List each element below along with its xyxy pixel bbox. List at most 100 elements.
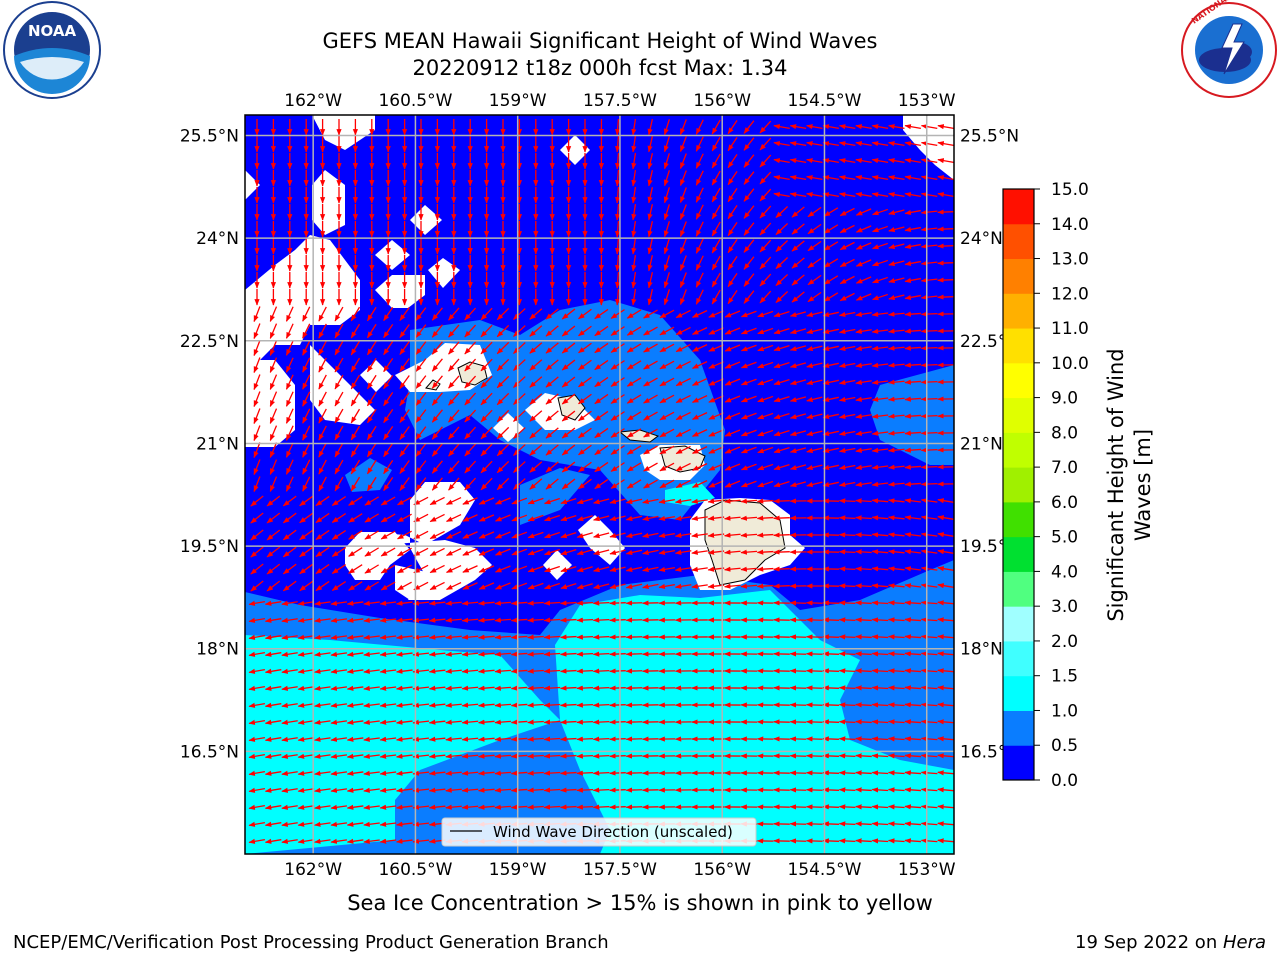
direction-arrow [822,413,839,419]
direction-arrow [480,341,493,355]
chart-title: GEFS MEAN Hawaii Significant Height of W… [322,29,878,53]
direction-arrow [334,357,344,373]
direction-arrow [529,410,543,422]
direction-arrow [920,294,938,300]
direction-arrow [807,257,822,269]
direction-arrow [383,426,394,441]
direction-arrow [789,345,807,352]
direction-arrow [350,459,361,475]
direction-arrow [269,374,278,390]
direction-arrow [675,445,691,455]
noaa-logo-text: NOAA [28,22,77,40]
direction-arrow [561,427,576,439]
direction-arrow [838,158,856,164]
direction-arrow [464,358,477,372]
direction-arrow [576,600,594,606]
direction-arrow [838,175,856,181]
direction-arrow [480,443,493,457]
direction-arrow [592,770,610,776]
footer-host: Hera [1222,932,1266,953]
direction-arrow [431,426,443,440]
direction-arrow [647,272,654,289]
direction-arrow [647,255,654,272]
direction-arrow [904,277,921,283]
direction-arrow [578,444,592,456]
direction-arrow [711,136,721,152]
direction-arrow [383,375,394,390]
direction-arrow [855,175,872,181]
direction-arrow [302,408,311,424]
direction-arrow [269,459,278,475]
direction-arrow [679,153,687,170]
direction-arrow [615,118,621,136]
direction-arrow [838,379,856,385]
direction-arrow [592,702,610,708]
direction-arrow [773,464,790,471]
direction-arrow [695,153,704,169]
direction-arrow [727,272,738,288]
direction-arrow [318,306,327,322]
direction-arrow [448,392,460,406]
direction-arrow [855,600,872,606]
direction-arrow [871,396,889,402]
direction-arrow [724,429,741,437]
direction-arrow [253,323,261,340]
direction-arrow [871,124,889,130]
direction-arrow [659,462,675,472]
direction-arrow [545,376,559,388]
direction-arrow [269,408,278,424]
direction-arrow [610,343,625,353]
svg-text:Waves [m]: Waves [m] [1131,429,1155,541]
direction-arrow [855,702,872,708]
direction-arrow [695,238,704,254]
colorbar-segment [1003,189,1034,225]
direction-arrow [397,496,412,506]
direction-arrow [615,169,621,187]
direction-arrow [383,392,394,407]
direction-arrow [904,464,922,470]
direction-arrow [822,787,840,793]
direction-arrow [679,136,687,153]
direction-arrow [855,362,872,368]
direction-arrow [838,753,856,759]
direction-arrow [592,736,610,742]
direction-arrow [631,271,637,289]
direction-arrow [399,324,410,339]
direction-arrow [675,479,691,489]
direction-arrow [887,464,905,470]
direction-arrow [887,396,905,402]
direction-arrow [708,378,724,386]
direction-arrow [740,480,757,488]
direction-arrow [529,308,543,320]
direction-arrow [759,137,772,151]
direction-arrow [350,323,361,339]
direction-arrow [743,120,755,134]
direction-arrow [350,340,361,356]
direction-arrow [920,481,938,487]
direction-arrow [285,323,294,339]
direction-arrow [887,328,905,334]
direction-arrow [806,362,823,369]
direction-arrow [609,617,626,623]
direction-arrow [576,804,594,810]
direction-arrow [838,617,856,623]
direction-arrow [937,226,954,232]
direction-arrow [302,476,311,492]
direction-arrow [647,136,654,153]
direction-arrow [679,289,687,306]
direction-arrow [757,344,774,352]
direction-arrow [838,821,856,827]
direction-arrow [285,425,294,441]
direction-arrow [561,376,576,388]
direction-arrow [695,187,704,203]
direction-arrow [594,359,609,371]
direction-arrow [838,719,856,725]
direction-arrow [592,668,610,674]
direction-arrow [383,324,394,339]
direction-arrow [691,429,708,437]
direction-arrow [663,170,670,187]
direction-arrow [805,702,823,708]
direction-arrow [757,395,774,403]
direction-arrow [855,192,872,198]
direction-arrow [643,411,658,421]
